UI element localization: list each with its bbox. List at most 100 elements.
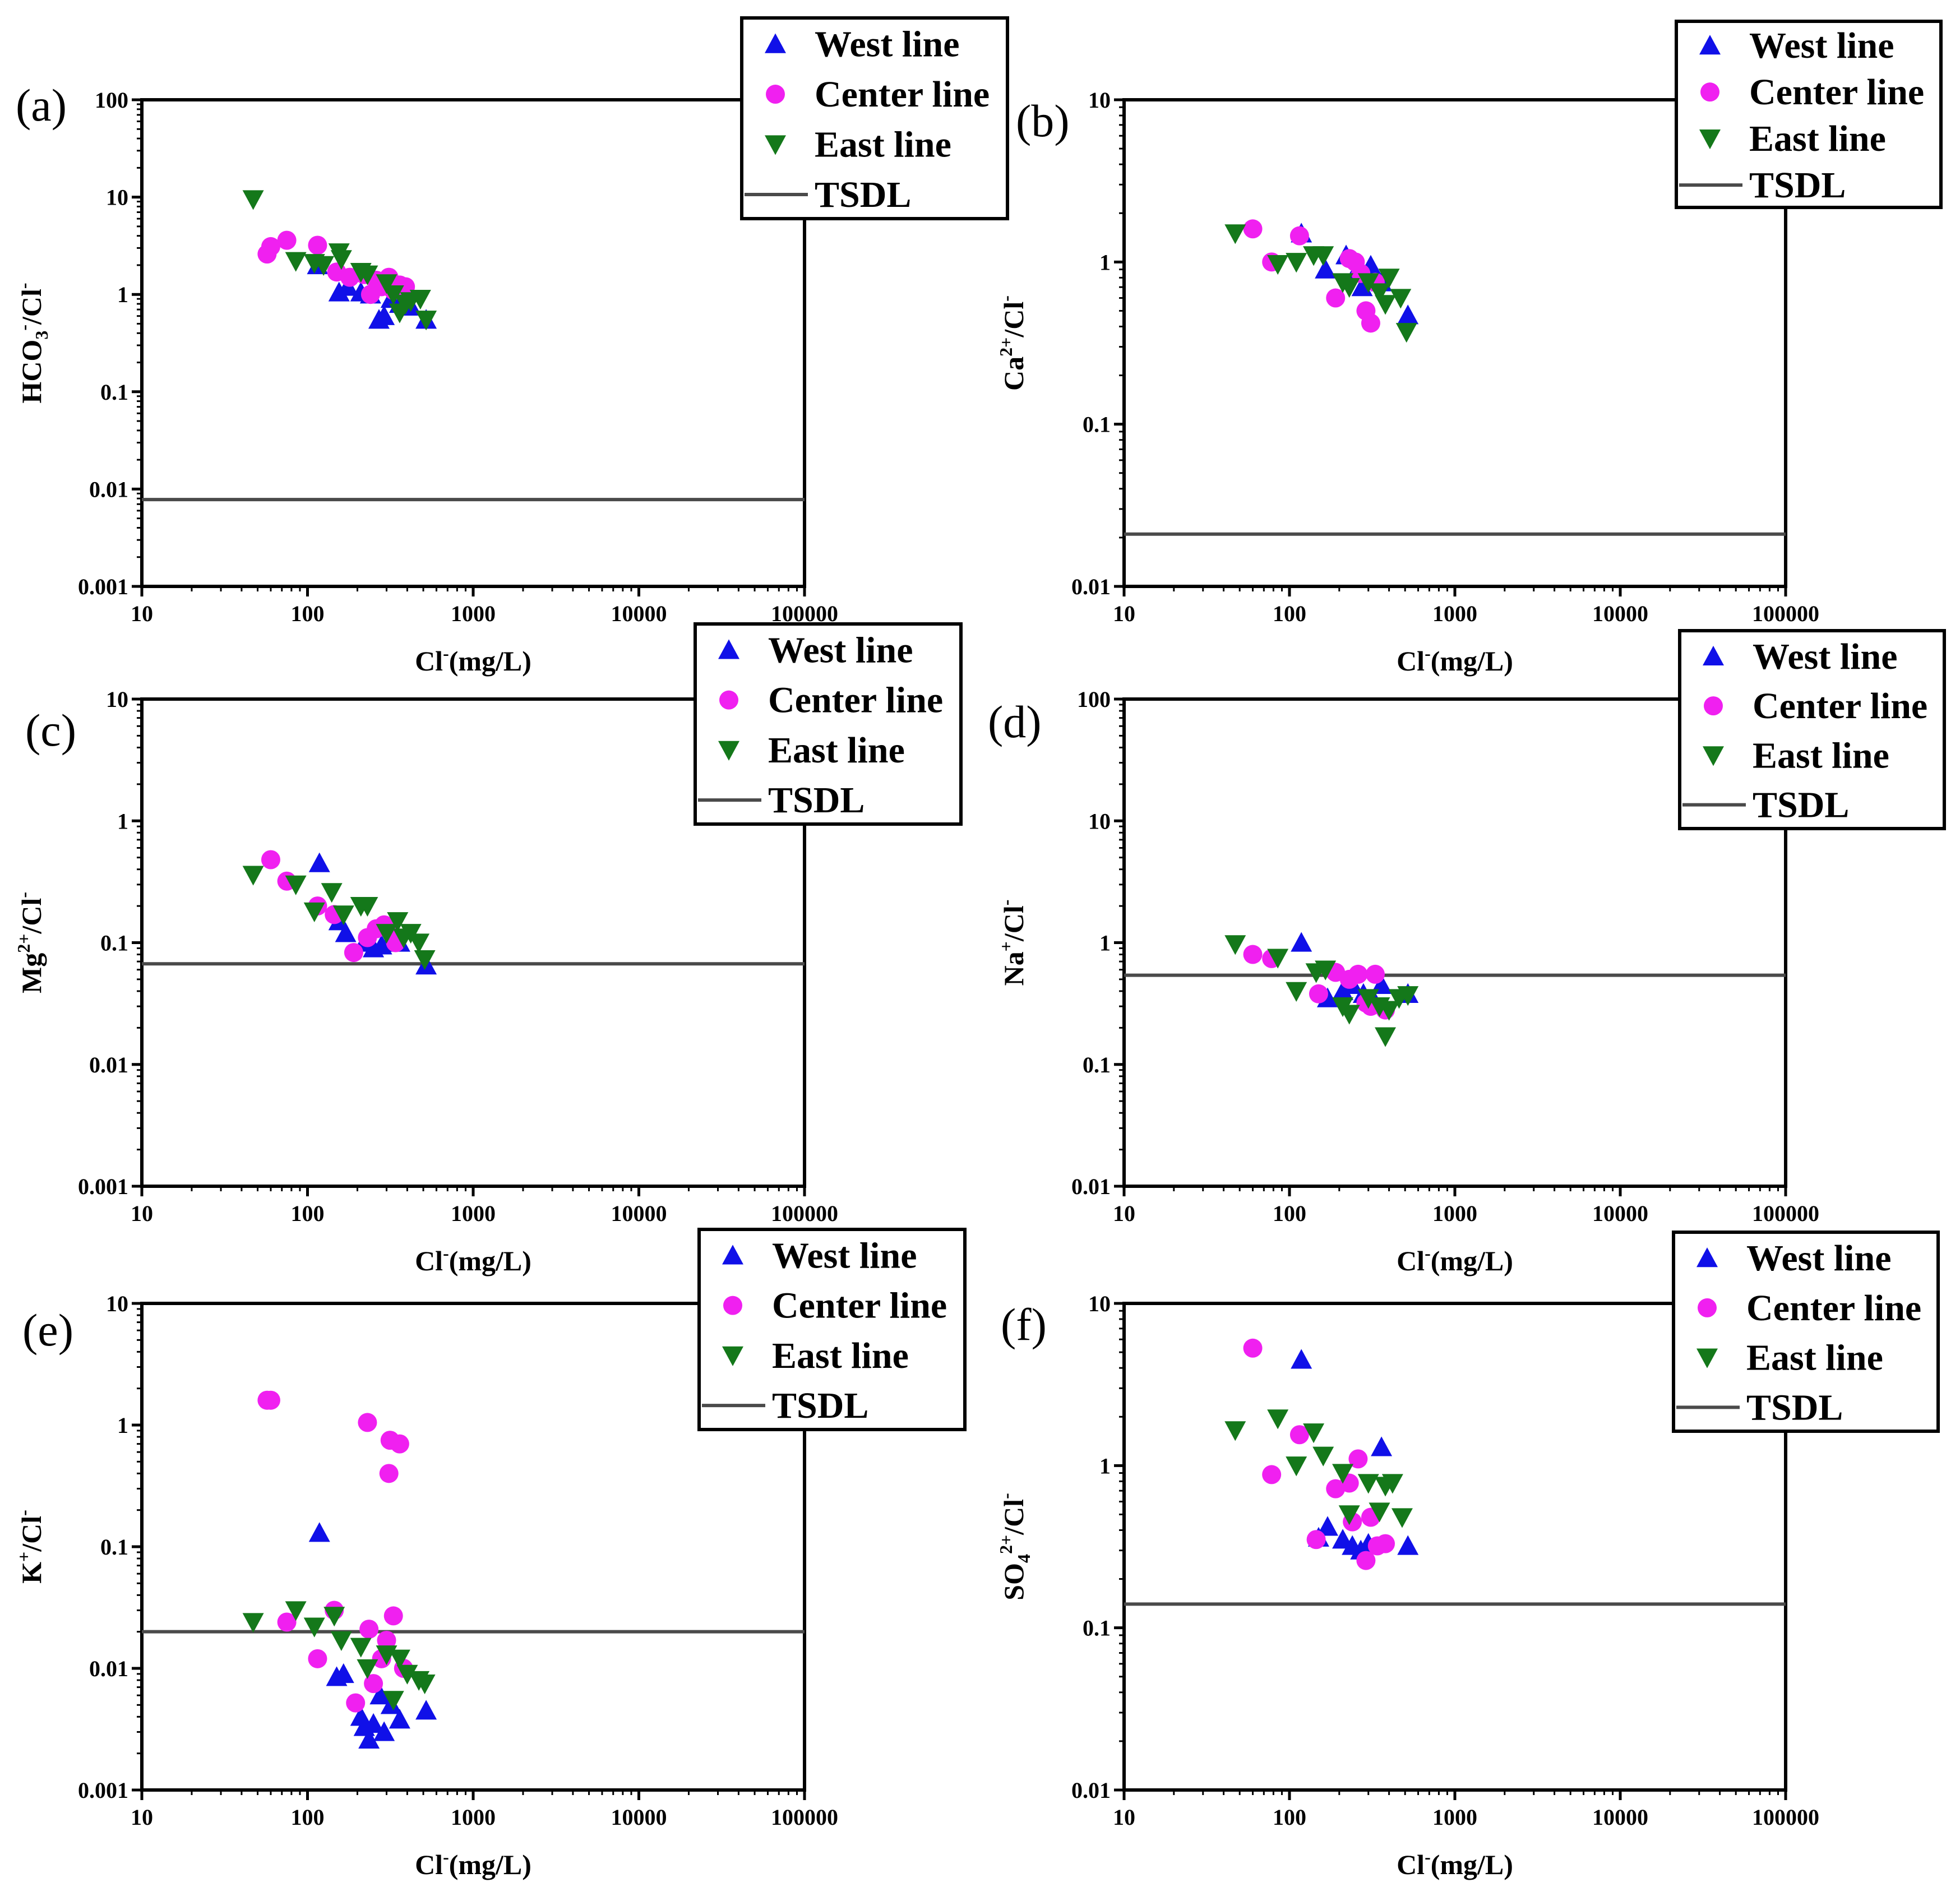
x-tick-label: 100000	[1752, 1201, 1819, 1226]
y-axis-label-part: /Cl	[998, 905, 1029, 942]
panel-b: 10 100 1000 10000 1000000.010.1110Cl-(mg/L)C…	[996, 20, 1943, 677]
x-axis-label-unit: (mg/L)	[449, 645, 531, 677]
panels: 10 100 1000 10000 100000 0.001 0.01 0.1 1 10 100 Cl…	[13, 16, 1946, 1880]
data-point-east	[1286, 253, 1307, 273]
data-point-west	[389, 1709, 410, 1729]
data-point-east	[242, 1613, 264, 1633]
data-point-east	[357, 265, 378, 285]
data-point-east	[242, 866, 264, 886]
legend-swatch-east	[718, 741, 739, 761]
data-point-east	[1375, 1027, 1397, 1047]
y-tick-label: 10	[106, 1291, 128, 1316]
y-axis-label-part: Ca	[998, 357, 1029, 391]
panel-label: (e)	[22, 1305, 73, 1356]
legend: West line Center line East line TSDL	[1675, 20, 1943, 209]
x-tick-label: 10000	[1592, 1201, 1648, 1226]
series-east	[242, 1601, 436, 1711]
y-axis-label-part: -	[996, 1493, 1016, 1499]
y-tick-label: 10	[1088, 808, 1111, 834]
data-point-east	[376, 274, 397, 294]
y-axis-label-part: Mg	[16, 953, 47, 993]
legend-label-west: West line	[772, 1235, 917, 1276]
panel-a: 10 100 1000 10000 100000 0.001 0.01 0.1 1 10 100 Cl…	[13, 16, 1009, 677]
legend-box	[694, 622, 963, 826]
data-point-east	[408, 933, 430, 954]
y-tick-label: 0.01	[89, 1052, 128, 1077]
y-axis-label-part: 2+	[13, 934, 34, 953]
legend-swatch-east	[1696, 1348, 1718, 1368]
data-point-east	[1338, 1505, 1360, 1525]
data-point-center	[261, 1390, 280, 1410]
data-point-east	[350, 1638, 372, 1658]
data-point-east	[1312, 1446, 1334, 1467]
data-point-east	[1338, 278, 1360, 298]
data-point-center	[1289, 1425, 1309, 1445]
y-tick-label: 1	[1099, 249, 1111, 275]
data-point-east	[285, 252, 307, 272]
x-axis-label-superscript: -	[1425, 643, 1431, 663]
data-point-west	[335, 922, 357, 942]
legend-label-tsdl: TSDL	[1749, 165, 1846, 206]
y-tick-label: 1	[117, 282, 128, 307]
legend-label-east: East line	[768, 730, 905, 771]
series-east	[242, 866, 436, 970]
y-tick-label: 0.001	[78, 1778, 128, 1803]
data-point-west	[1291, 1349, 1312, 1369]
y-axis-label-part: /Cl	[16, 289, 47, 325]
y-axis-label: Na+/Cl-	[996, 900, 1029, 986]
x-tick-label: 10	[1113, 1201, 1135, 1226]
data-point-east	[323, 1607, 345, 1627]
series-west	[308, 1522, 437, 1749]
y-tick-label: 10	[106, 185, 128, 210]
legend-swatch-east	[1699, 129, 1721, 150]
legend-label-east: East line	[815, 124, 951, 165]
data-point-east	[321, 883, 343, 903]
data-point-east	[313, 256, 335, 276]
y-tick-label: 0.001	[78, 574, 128, 599]
data-point-east	[376, 924, 397, 944]
data-point-center	[1289, 226, 1309, 246]
data-point-west	[332, 1663, 354, 1683]
data-point-east	[414, 1674, 436, 1695]
y-tick-label: 0.01	[89, 1656, 128, 1681]
x-tick-label: 10000	[1592, 601, 1648, 626]
legend-label-tsdl: TSDL	[768, 780, 865, 821]
data-point-east	[409, 289, 431, 310]
data-point-center	[261, 237, 280, 256]
legend-label-center: Center line	[768, 680, 943, 721]
panel-label: (a)	[16, 80, 67, 131]
y-axis-label: SO42+/Cl-	[996, 1493, 1034, 1601]
legend-swatch-center	[766, 85, 785, 104]
data-point-east	[1267, 1409, 1289, 1430]
data-point-center	[1348, 1449, 1368, 1469]
data-point-center	[1243, 1338, 1263, 1358]
legend-label-center: Center line	[1746, 1288, 1921, 1329]
data-point-center	[1361, 313, 1380, 333]
data-point-east	[303, 1617, 325, 1638]
data-point-east	[330, 250, 352, 270]
x-tick-label: 10000	[611, 1805, 667, 1830]
x-tick-label: 10000	[611, 601, 667, 626]
data-point-center	[390, 1434, 409, 1454]
x-axis-label-superscript: -	[1425, 1847, 1431, 1867]
y-axis-label: Ca2+/Cl-	[996, 295, 1029, 391]
y-tick-label: 0.1	[100, 1534, 128, 1560]
x-tick-label: 1000	[451, 1805, 496, 1830]
legend-swatch-center	[1704, 696, 1723, 716]
x-tick-label: 100000	[771, 1201, 838, 1226]
series-east	[1224, 1409, 1413, 1528]
x-axis-label-base: Cl	[415, 645, 443, 677]
panel-label: (c)	[25, 705, 76, 756]
y-tick-label: 100	[95, 87, 128, 113]
legend-swatch-west	[765, 33, 786, 53]
x-tick-label: 100	[291, 1201, 325, 1226]
y-axis-label-part: -	[996, 295, 1016, 302]
data-point-east	[1267, 949, 1289, 969]
data-point-east	[285, 875, 307, 895]
y-axis-label-part: 4	[1014, 1554, 1034, 1563]
data-point-east	[1378, 1001, 1400, 1021]
data-point-east	[396, 1664, 418, 1685]
y-tick-label: 10	[1088, 1291, 1111, 1316]
x-axis-label-base: Cl	[415, 1849, 443, 1880]
legend-label-east: East line	[1749, 118, 1886, 159]
